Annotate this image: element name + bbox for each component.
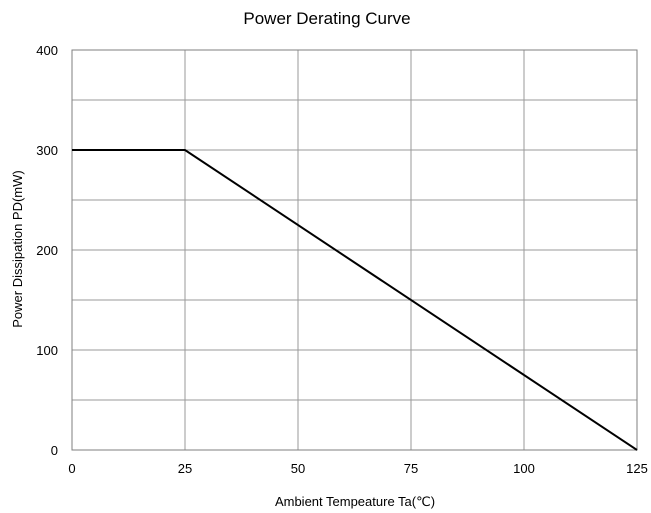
x-tick-label: 0 <box>68 461 75 476</box>
y-tick-label: 0 <box>51 443 58 458</box>
y-tick-label: 100 <box>36 343 58 358</box>
x-tick-label: 25 <box>178 461 192 476</box>
y-tick-label: 300 <box>36 143 58 158</box>
y-axis-ticks: 0 100 200 300 400 <box>36 43 58 458</box>
x-tick-label: 100 <box>513 461 535 476</box>
x-tick-label: 75 <box>404 461 418 476</box>
y-tick-label: 400 <box>36 43 58 58</box>
x-tick-label: 50 <box>291 461 305 476</box>
plot-border <box>71 49 638 451</box>
derating-line <box>72 149 638 451</box>
y-axis-label: Power Dissipation PD(mW) <box>10 170 25 327</box>
series-layer <box>72 149 638 451</box>
x-tick-label: 125 <box>626 461 648 476</box>
x-axis-label: Ambient Tempeature Ta(℃) <box>275 494 435 509</box>
grid <box>71 49 638 451</box>
chart-title: Power Derating Curve <box>243 9 410 28</box>
y-tick-label: 200 <box>36 243 58 258</box>
x-axis-ticks: 0 25 50 75 100 125 <box>68 461 647 476</box>
